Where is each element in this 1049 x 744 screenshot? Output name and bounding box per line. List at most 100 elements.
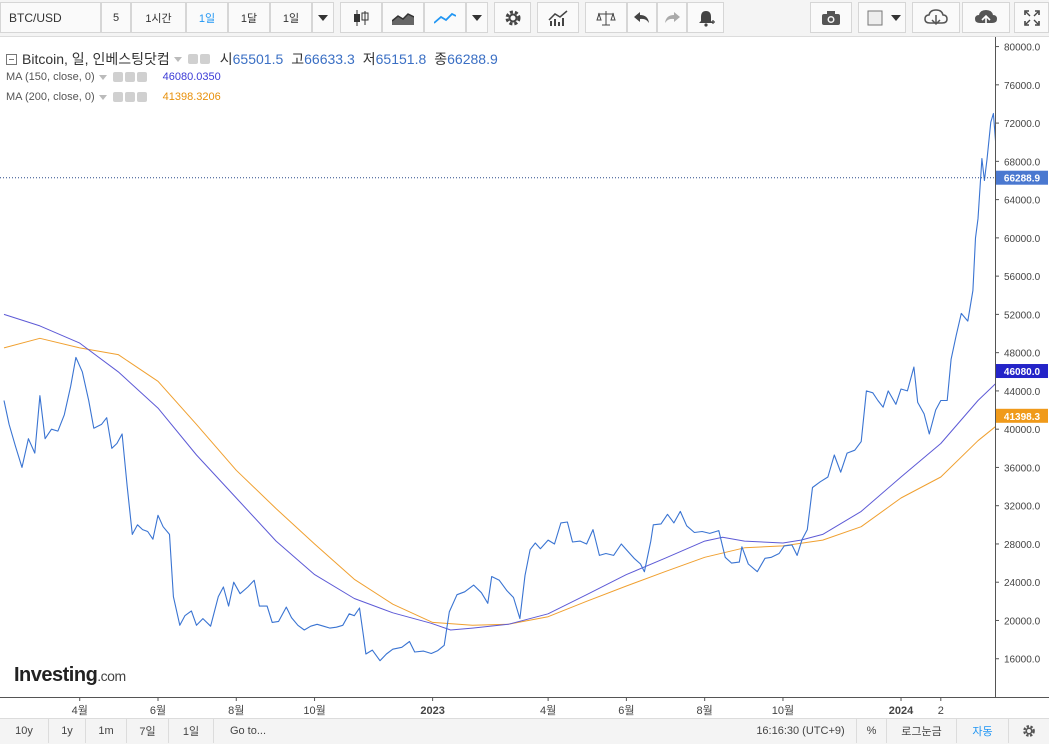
y-tick-label: 76000.0 xyxy=(1004,81,1041,92)
chart-toolbar: BTC/USD 5 1시간 1일 1달 1일 xyxy=(0,0,1049,37)
x-tick-label: 6월 xyxy=(150,704,166,717)
interval-1d-button[interactable]: 1일 xyxy=(186,2,228,33)
ma200-value: 41398.3206 xyxy=(162,91,221,103)
load-chart-button[interactable] xyxy=(912,2,960,33)
dropdown-icon xyxy=(891,14,901,21)
y-tick-label: 24000.0 xyxy=(1004,578,1041,589)
interval-1h-button[interactable]: 1시간 xyxy=(131,2,186,33)
dropdown-icon xyxy=(472,14,482,21)
svg-text:46080.0: 46080.0 xyxy=(1004,367,1041,378)
settings-button[interactable] xyxy=(494,2,531,33)
cloud-download-icon xyxy=(924,8,948,25)
visibility-icon[interactable] xyxy=(187,54,198,64)
series-bitcoin xyxy=(3,112,1010,662)
save-chart-button[interactable] xyxy=(962,2,1010,33)
indicators-icon xyxy=(548,9,568,26)
chart-type-dropdown-button[interactable] xyxy=(466,2,488,33)
line-icon xyxy=(434,12,456,24)
range-1m-button[interactable]: 1m xyxy=(86,719,127,743)
indicators-button[interactable] xyxy=(537,2,579,33)
settings-small-icon[interactable] xyxy=(199,54,210,64)
y-tick-label: 48000.0 xyxy=(1004,349,1041,360)
high-label: 고 xyxy=(291,51,305,67)
screenshot-button[interactable] xyxy=(810,2,852,33)
ma150-value: 46080.0350 xyxy=(162,71,221,83)
range-7d-button[interactable]: 7일 xyxy=(127,719,169,743)
ma150-price-label: 46080.0 xyxy=(996,364,1048,379)
y-tick-label: 52000.0 xyxy=(1004,310,1041,321)
y-tick-label: 44000.0 xyxy=(1004,387,1041,398)
interval-dropdown-button[interactable] xyxy=(312,2,334,33)
log-scale-toggle[interactable]: 로그눈금 xyxy=(887,719,957,743)
undo-button[interactable] xyxy=(627,2,657,33)
clock-display: 16:16:30 (UTC+9) xyxy=(745,719,857,743)
area-chart-button[interactable] xyxy=(382,2,424,33)
series-ma200 xyxy=(3,337,1010,626)
y-tick-label: 36000.0 xyxy=(1004,463,1041,474)
compare-icon xyxy=(596,10,616,25)
x-tick-label: 8월 xyxy=(228,704,244,717)
ma200-label: MA (200, close, 0) xyxy=(6,91,95,103)
open-value: 65501.5 xyxy=(232,51,284,67)
x-tick-label: 4월 xyxy=(540,704,556,717)
scale-settings-button[interactable] xyxy=(1009,719,1049,743)
ma200-menu-icon[interactable] xyxy=(98,94,107,100)
interval-5-button[interactable]: 5 xyxy=(101,2,131,33)
alert-icon xyxy=(698,10,715,27)
price-chart[interactable]: 16000.0 20000.0 24000.0 28000.0 32000.0 36000… xyxy=(0,37,1049,718)
open-label: 시 xyxy=(219,51,233,67)
ma200-settings-icon[interactable] xyxy=(124,92,135,102)
range-10y-button[interactable]: 10y xyxy=(0,719,49,743)
y-tick-label: 16000.0 xyxy=(1004,655,1041,666)
x-tick-label: 4월 xyxy=(72,704,88,717)
redo-icon xyxy=(665,11,680,23)
percent-toggle[interactable]: % xyxy=(857,719,887,743)
symbol-input[interactable]: BTC/USD xyxy=(0,2,101,33)
interval-1d-alt-button[interactable]: 1일 xyxy=(270,2,312,33)
area-icon xyxy=(392,12,414,25)
y-tick-label: 28000.0 xyxy=(1004,540,1041,551)
candles-button[interactable] xyxy=(340,2,382,33)
dropdown-icon xyxy=(318,14,328,21)
ma150-settings-icon[interactable] xyxy=(124,72,135,82)
legend-title: Bitcoin, 일, 인베스팅닷컴 xyxy=(22,51,170,67)
close-price-label: 66288.9 xyxy=(996,170,1048,185)
legend-menu-icon[interactable] xyxy=(173,56,182,62)
fullscreen-button[interactable] xyxy=(1014,2,1049,33)
collapse-icon[interactable] xyxy=(6,53,17,65)
svg-text:41398.3: 41398.3 xyxy=(1004,412,1041,423)
investing-logo: Investing.com xyxy=(14,664,126,687)
auto-scale-toggle[interactable]: 자동 xyxy=(957,719,1009,743)
series-ma150 xyxy=(3,313,1010,631)
layout-icon xyxy=(867,10,883,25)
fullscreen-icon xyxy=(1023,9,1040,26)
ma150-remove-icon[interactable] xyxy=(136,72,147,82)
low-value: 65151.8 xyxy=(375,51,427,67)
range-1y-button[interactable]: 1y xyxy=(49,719,86,743)
low-label: 저 xyxy=(362,51,376,67)
compare-button[interactable] xyxy=(585,2,627,33)
line-chart-button[interactable] xyxy=(424,2,466,33)
chart-area[interactable]: 16000.0 20000.0 24000.0 28000.0 32000.0 36000… xyxy=(0,37,1049,718)
ma200-remove-icon[interactable] xyxy=(136,92,147,102)
ma150-visibility-icon[interactable] xyxy=(112,72,123,82)
svg-text:66288.9: 66288.9 xyxy=(1004,174,1041,185)
interval-1mo-button[interactable]: 1달 xyxy=(228,2,270,33)
y-tick-label: 56000.0 xyxy=(1004,272,1041,283)
close-value: 66288.9 xyxy=(447,51,498,67)
ma150-label: MA (150, close, 0) xyxy=(6,71,95,83)
logo-text: Investing xyxy=(14,664,98,686)
close-label: 종 xyxy=(434,51,448,67)
camera-icon xyxy=(822,10,840,25)
ma150-legend: MA (150, close, 0) 46080.0350 xyxy=(6,71,221,83)
redo-button[interactable] xyxy=(657,2,687,33)
layout-button[interactable] xyxy=(858,2,906,33)
ma200-visibility-icon[interactable] xyxy=(112,92,123,102)
ma150-menu-icon[interactable] xyxy=(98,74,107,80)
alert-button[interactable] xyxy=(687,2,724,33)
y-tick-label: 80000.0 xyxy=(1004,43,1041,54)
y-tick-label: 68000.0 xyxy=(1004,157,1041,168)
range-1d-button[interactable]: 1일 xyxy=(169,719,214,743)
x-tick-label: 10월 xyxy=(303,704,325,717)
goto-button[interactable]: Go to... xyxy=(229,725,267,737)
